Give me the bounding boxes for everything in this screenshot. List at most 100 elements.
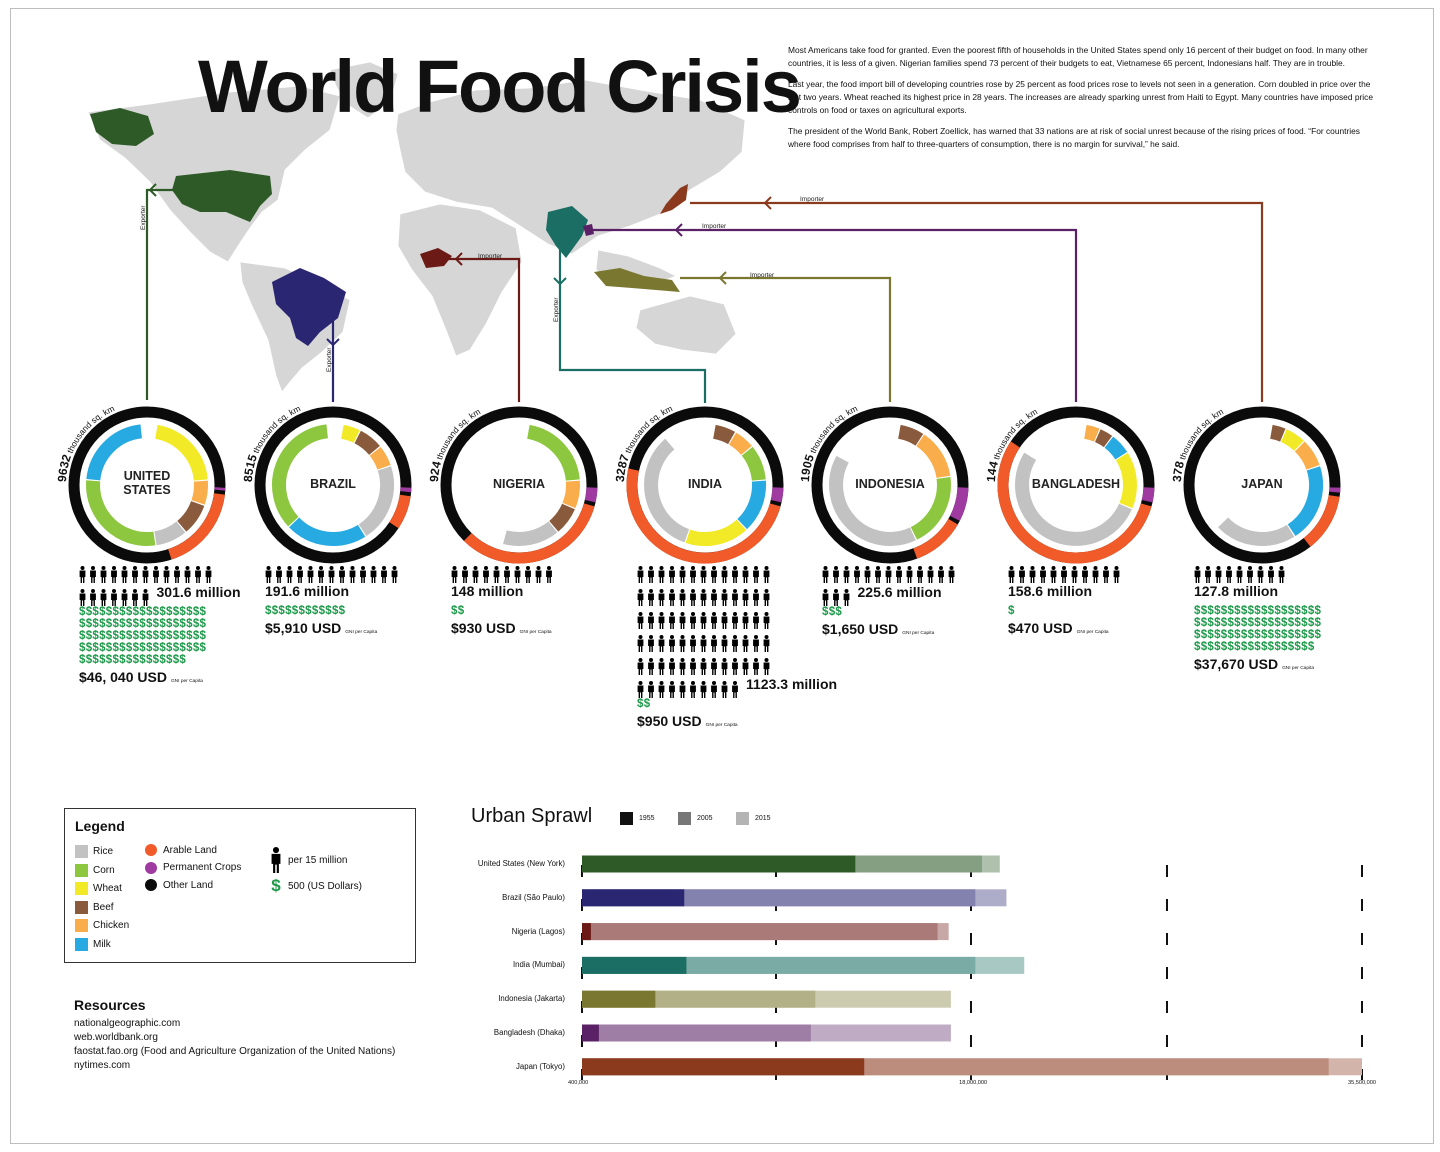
person-icon: [833, 589, 839, 606]
person-icon: [637, 566, 644, 583]
person-icon: [184, 566, 191, 583]
person-icon: [370, 566, 377, 583]
person-icon: [1008, 566, 1015, 583]
person-icon: [658, 566, 665, 583]
population-figures: [1008, 566, 1120, 583]
series-label: 2015: [755, 815, 771, 822]
gni-unit: GNI per Capita: [170, 679, 203, 684]
land-ring-arable: [167, 493, 225, 560]
person-icon: [700, 566, 707, 583]
food-ring-rice: [1015, 452, 1132, 546]
legend-swatch: [75, 863, 88, 877]
person-icon: [721, 658, 728, 675]
gni-unit: GNI per Capita: [1282, 666, 1315, 671]
connector-japan: [690, 201, 1264, 402]
person-icon: [142, 589, 149, 606]
continent-shape: [397, 203, 523, 357]
person-icon: [822, 589, 829, 606]
land-ring-arable: [997, 441, 1152, 564]
gni-amount: $1,650 USD: [822, 621, 899, 637]
country-name-line: STATES: [123, 483, 171, 498]
person-icon: [948, 566, 955, 583]
person-icon: [328, 566, 335, 583]
legend-swatch: [145, 879, 157, 891]
person-icon: [265, 566, 272, 583]
person-icon: [360, 566, 366, 583]
population-figures: [1194, 566, 1285, 583]
person-icon: [79, 589, 86, 606]
resource-link[interactable]: web.worldbank.org: [74, 1032, 158, 1043]
person-icon: [100, 589, 107, 606]
person-icon: [732, 635, 738, 652]
person-icon: [700, 589, 707, 606]
arrow-icon: [763, 196, 772, 210]
legend-swatch: [145, 844, 157, 856]
person-icon: [637, 635, 644, 652]
person-icon: [493, 566, 500, 583]
person-icon: [732, 612, 738, 629]
person-icon: [721, 612, 728, 629]
legend-item-beef: Beef: [75, 900, 114, 914]
person-icon: [742, 612, 749, 629]
person-icon: [658, 612, 665, 629]
gni-dollar-signs: $: [1008, 605, 1015, 617]
world-map: [87, 61, 746, 393]
person-icon: [174, 566, 180, 583]
person-icon: [637, 658, 644, 675]
food-ring-chicken: [369, 446, 391, 470]
food-ring-corn: [741, 446, 766, 481]
gni-unit: GNI per Capita: [1076, 630, 1109, 635]
legend-label: 500 (US Dollars): [288, 880, 362, 892]
person-icon: [504, 566, 510, 583]
series-key-1955: 1955: [620, 812, 655, 825]
person-icon: [1113, 566, 1120, 583]
person-icon: [906, 566, 913, 583]
gni-dollar-signs: $$$$$$$$$$$$: [265, 605, 346, 617]
person-icon: [690, 566, 696, 583]
page-frame: [10, 8, 1434, 1144]
person-icon: [1082, 566, 1088, 583]
person-icon: [711, 589, 717, 606]
legend-label: Rice: [93, 846, 114, 857]
gni-value: $950 USD GNI per Capita: [637, 713, 738, 729]
resource-link[interactable]: nytimes.com: [74, 1060, 131, 1071]
food-ring-chicken: [916, 434, 951, 479]
land-ring-permanent: [1141, 487, 1155, 503]
resource-link[interactable]: faostat.fao.org (Food and Agriculture Or…: [74, 1046, 396, 1057]
land-ring-permanent: [770, 487, 784, 503]
food-ring-wheat: [154, 424, 208, 481]
country-name-line: UNITED: [123, 469, 171, 483]
person-icon: [79, 566, 86, 583]
legend-label: Beef: [93, 901, 114, 913]
legend-label: per 15 million: [288, 854, 348, 866]
land-ring-other: [254, 406, 412, 564]
person-icon: [276, 566, 282, 583]
trade-role-label: Importer: [478, 253, 503, 260]
food-ring-rice: [829, 455, 916, 546]
legend-item-other: Other Land: [145, 879, 213, 891]
series-swatch: [736, 812, 749, 825]
population-label: 191.6 million: [265, 583, 350, 599]
series-key-2005: 2005: [678, 812, 713, 825]
person-icon: [854, 566, 860, 583]
category-label: United States (New York): [477, 859, 565, 868]
resource-link[interactable]: nationalgeographic.com: [74, 1018, 181, 1029]
person-icon: [1092, 566, 1099, 583]
food-ring-beef: [1270, 424, 1286, 442]
person-icon: [711, 612, 717, 629]
person-icon: [100, 566, 107, 583]
page-title: World Food Crisis: [198, 45, 802, 128]
area-value: 144: [984, 459, 1001, 482]
person-icon: [690, 658, 696, 675]
bar-2005: [582, 1024, 811, 1042]
country-name: BRAZIL: [268, 477, 398, 491]
person-icon: [721, 566, 728, 583]
person-icon: [763, 589, 770, 606]
person-icon: [753, 589, 759, 606]
category-label: Nigeria (Lagos): [511, 926, 565, 936]
food-ring-milk: [737, 480, 766, 530]
resources-title: Resources: [74, 997, 146, 1013]
person-icon: [286, 566, 293, 583]
person-icon: [472, 566, 479, 583]
legend-item-person: per 15 million: [269, 847, 347, 873]
